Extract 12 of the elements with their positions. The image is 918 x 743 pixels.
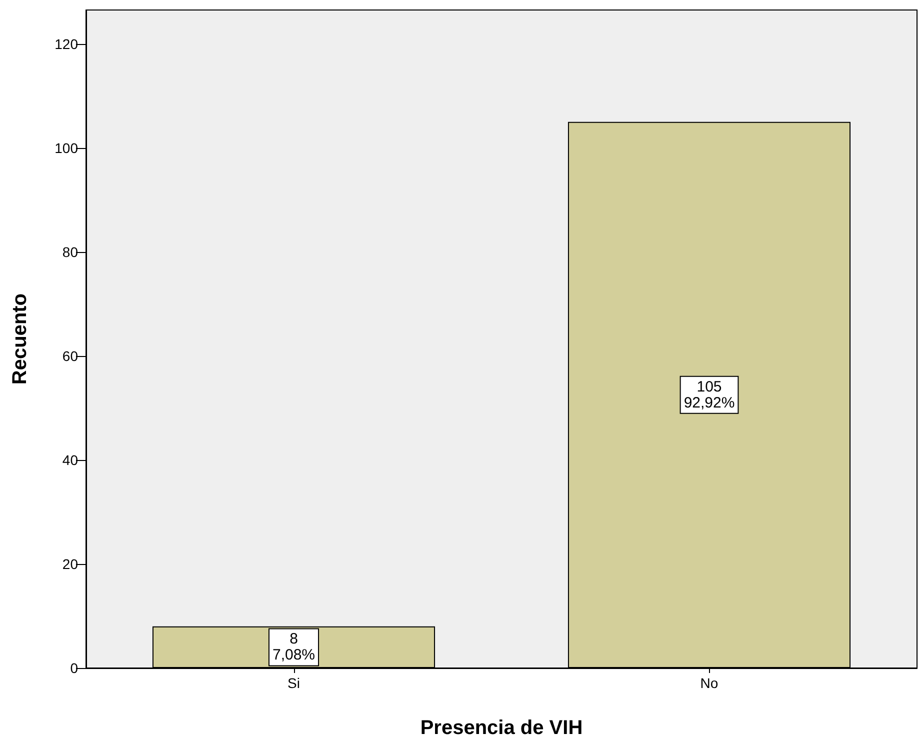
x-axis-title: Presencia de VIH <box>420 717 583 739</box>
y-tick-label: 40 <box>62 452 78 468</box>
x-tick-label: Si <box>288 675 300 691</box>
x-tick-label: No <box>700 675 718 691</box>
y-tick-label: 60 <box>62 348 78 364</box>
y-tick-label: 80 <box>62 244 78 260</box>
data-label: 8 7,08% <box>272 630 316 664</box>
y-axis-title: Recuento <box>9 293 31 385</box>
y-tick-label: 120 <box>54 36 78 52</box>
y-tick-label: 20 <box>62 556 78 572</box>
y-tick-label: 100 <box>54 140 78 156</box>
data-label: 105 92,92% <box>684 378 735 412</box>
